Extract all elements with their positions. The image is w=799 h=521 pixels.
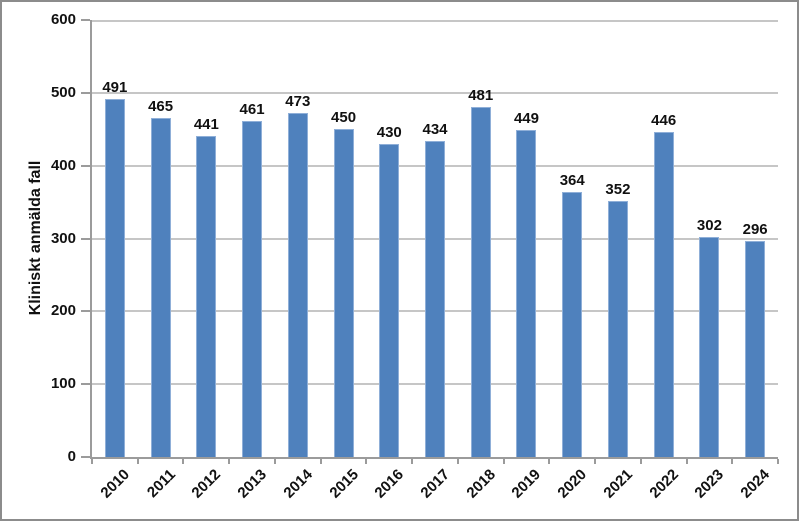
bar-2017 [425,140,445,457]
x-tick-label-2015: 2015 [325,466,362,502]
bar-value-label: 449 [513,109,539,127]
x-tick-9 [502,459,505,464]
bar-group-2024: 296 [732,20,778,457]
x-tick-3 [228,459,231,464]
x-tick-0 [91,459,93,464]
bar-group-2018: 481 [458,20,504,457]
x-tick-7 [411,459,414,464]
y-tick-label-500: 500 [50,83,76,101]
y-tick-label-200: 200 [50,302,76,320]
x-tick-label-2020: 2020 [554,466,591,502]
y-tick-600 [81,19,90,21]
bar-group-2013: 461 [229,20,275,457]
y-tick-200 [81,310,90,313]
y-tick-label-0: 0 [67,448,76,465]
x-tick-11 [594,459,597,464]
bar-group-2017: 434 [412,20,458,457]
y-tick-label-400: 400 [50,156,76,174]
bar-2020 [562,191,583,457]
bar-group-2011: 465 [138,20,184,457]
bar-value-label: 296 [742,221,768,239]
bar-value-label: 450 [331,109,357,127]
bar-group-2019: 449 [504,20,550,457]
x-tick-2 [182,459,185,464]
bar-2024 [745,241,766,457]
bar-group-2010: 491 [92,20,138,457]
bar-2016 [379,143,400,457]
bar-value-label: 430 [376,123,402,141]
x-tick-label-2014: 2014 [280,466,316,502]
bar-2018 [470,106,491,457]
bar-2014 [287,112,308,457]
x-tick-label-2024: 2024 [737,466,774,502]
gridline-600 [92,20,778,22]
bar-group-2020: 364 [549,20,595,457]
y-tick-label-600: 600 [50,11,76,28]
y-axis-line [90,20,92,459]
bar-group-2021: 352 [595,20,641,457]
bar-group-2014: 473 [275,20,321,457]
bar-2015 [333,129,354,457]
bar-value-label: 491 [102,79,128,97]
bar-value-label: 441 [193,115,219,133]
x-tick-4 [273,459,276,464]
x-tick-label-2016: 2016 [371,466,408,502]
x-tick-label-2018: 2018 [463,466,499,502]
bar-2023 [699,237,720,457]
bar-group-2015: 450 [321,20,367,457]
x-tick-8 [456,459,459,464]
y-tick-100 [81,383,90,386]
x-tick-15 [777,459,779,464]
y-tick-0 [81,456,90,458]
bar-2010 [104,99,125,457]
x-tick-6 [365,459,368,464]
x-tick-label-2021: 2021 [600,466,636,502]
bar-group-2022: 446 [641,20,687,457]
plot-area: 491 465 441 461 473 450 430 434 481 449 364 352 446 3… [92,20,778,457]
bar-2019 [516,129,537,457]
bar-2012 [196,135,217,457]
bar-value-label: 465 [148,98,174,116]
bar-value-label: 434 [422,120,448,138]
y-tick-300 [81,237,90,240]
bar-value-label: 302 [696,217,722,235]
x-tick-label-2013: 2013 [234,466,271,502]
x-tick-label-2012: 2012 [188,466,225,502]
y-tick-label-100: 100 [50,375,76,393]
x-tick-13 [685,459,688,464]
bar-value-label: 473 [285,92,311,110]
bars-container: 491 465 441 461 473 450 430 434 481 449 364 352 446 3… [92,20,778,457]
bar-2022 [653,132,674,457]
bar-2011 [150,118,171,457]
bar-value-label: 446 [651,112,677,130]
y-tick-400 [81,164,90,167]
x-tick-label-2023: 2023 [691,466,728,502]
gridline-500 [92,91,778,94]
y-tick-label-300: 300 [50,229,76,247]
x-tick-10 [548,459,551,464]
x-axis-line [90,457,778,459]
x-tick-label-2019: 2019 [508,466,545,502]
bar-group-2016: 430 [366,20,412,457]
bar-value-label: 481 [468,86,494,104]
bar-value-label: 352 [605,180,631,198]
x-tick-12 [639,459,642,464]
bar-2013 [242,121,263,457]
x-tick-1 [136,459,139,464]
bar-group-2012: 441 [183,20,229,457]
x-tick-label-2017: 2017 [417,466,454,502]
bar-group-2023: 302 [687,20,733,457]
bar-value-label: 364 [559,171,585,189]
x-tick-label-2022: 2022 [646,466,682,502]
bar-value-label: 461 [239,101,265,119]
x-tick-label-2010: 2010 [97,466,133,502]
x-tick-14 [731,459,734,464]
x-tick-5 [319,459,322,464]
y-tick-500 [81,91,90,94]
x-tick-label-2011: 2011 [143,466,179,502]
bar-2021 [607,200,628,457]
